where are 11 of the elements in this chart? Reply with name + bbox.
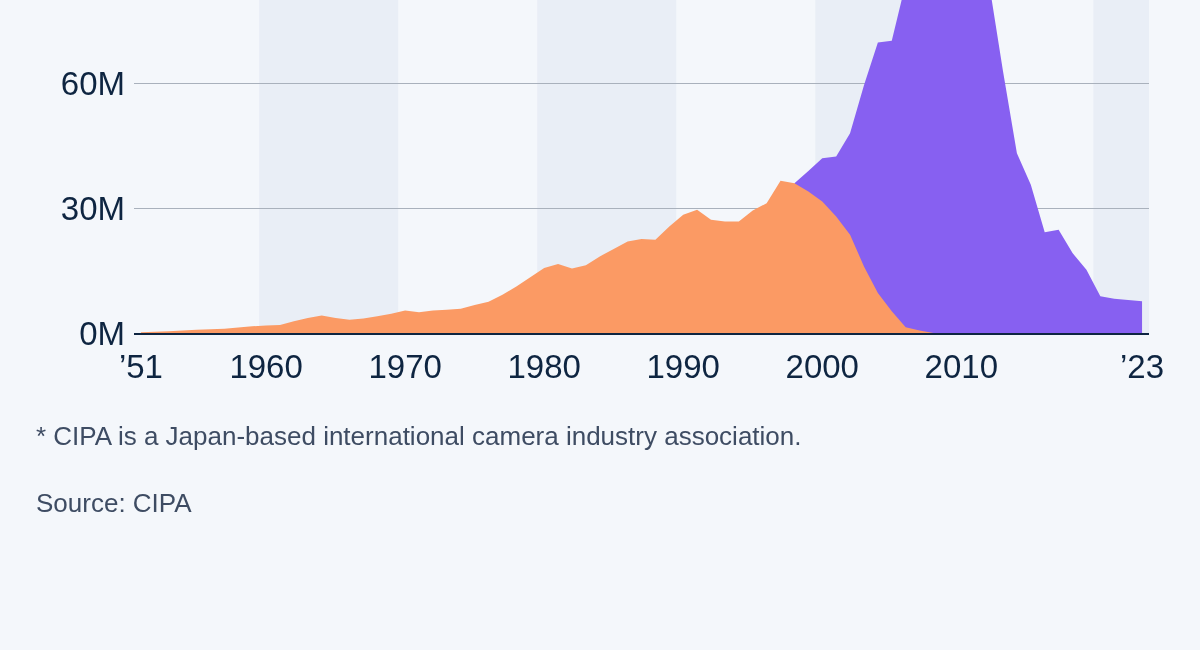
text: * CIPA is a Japan-based international camera industry association. [36,421,802,451]
x-tick-label: 2000 [785,347,859,385]
x-tick-label: 1960 [229,347,303,385]
x-tick-label: 1990 [646,347,720,385]
x-tick-label: 1980 [507,347,581,385]
y-tick-label: 60M [60,64,125,102]
x-tick-label: 2010 [924,347,998,385]
source-note: Source: CIPA [36,488,193,518]
y-tick-label: 30M [60,189,125,227]
x-tick-label: ’23 [1120,347,1165,385]
x-tick-label: 1970 [368,347,442,385]
